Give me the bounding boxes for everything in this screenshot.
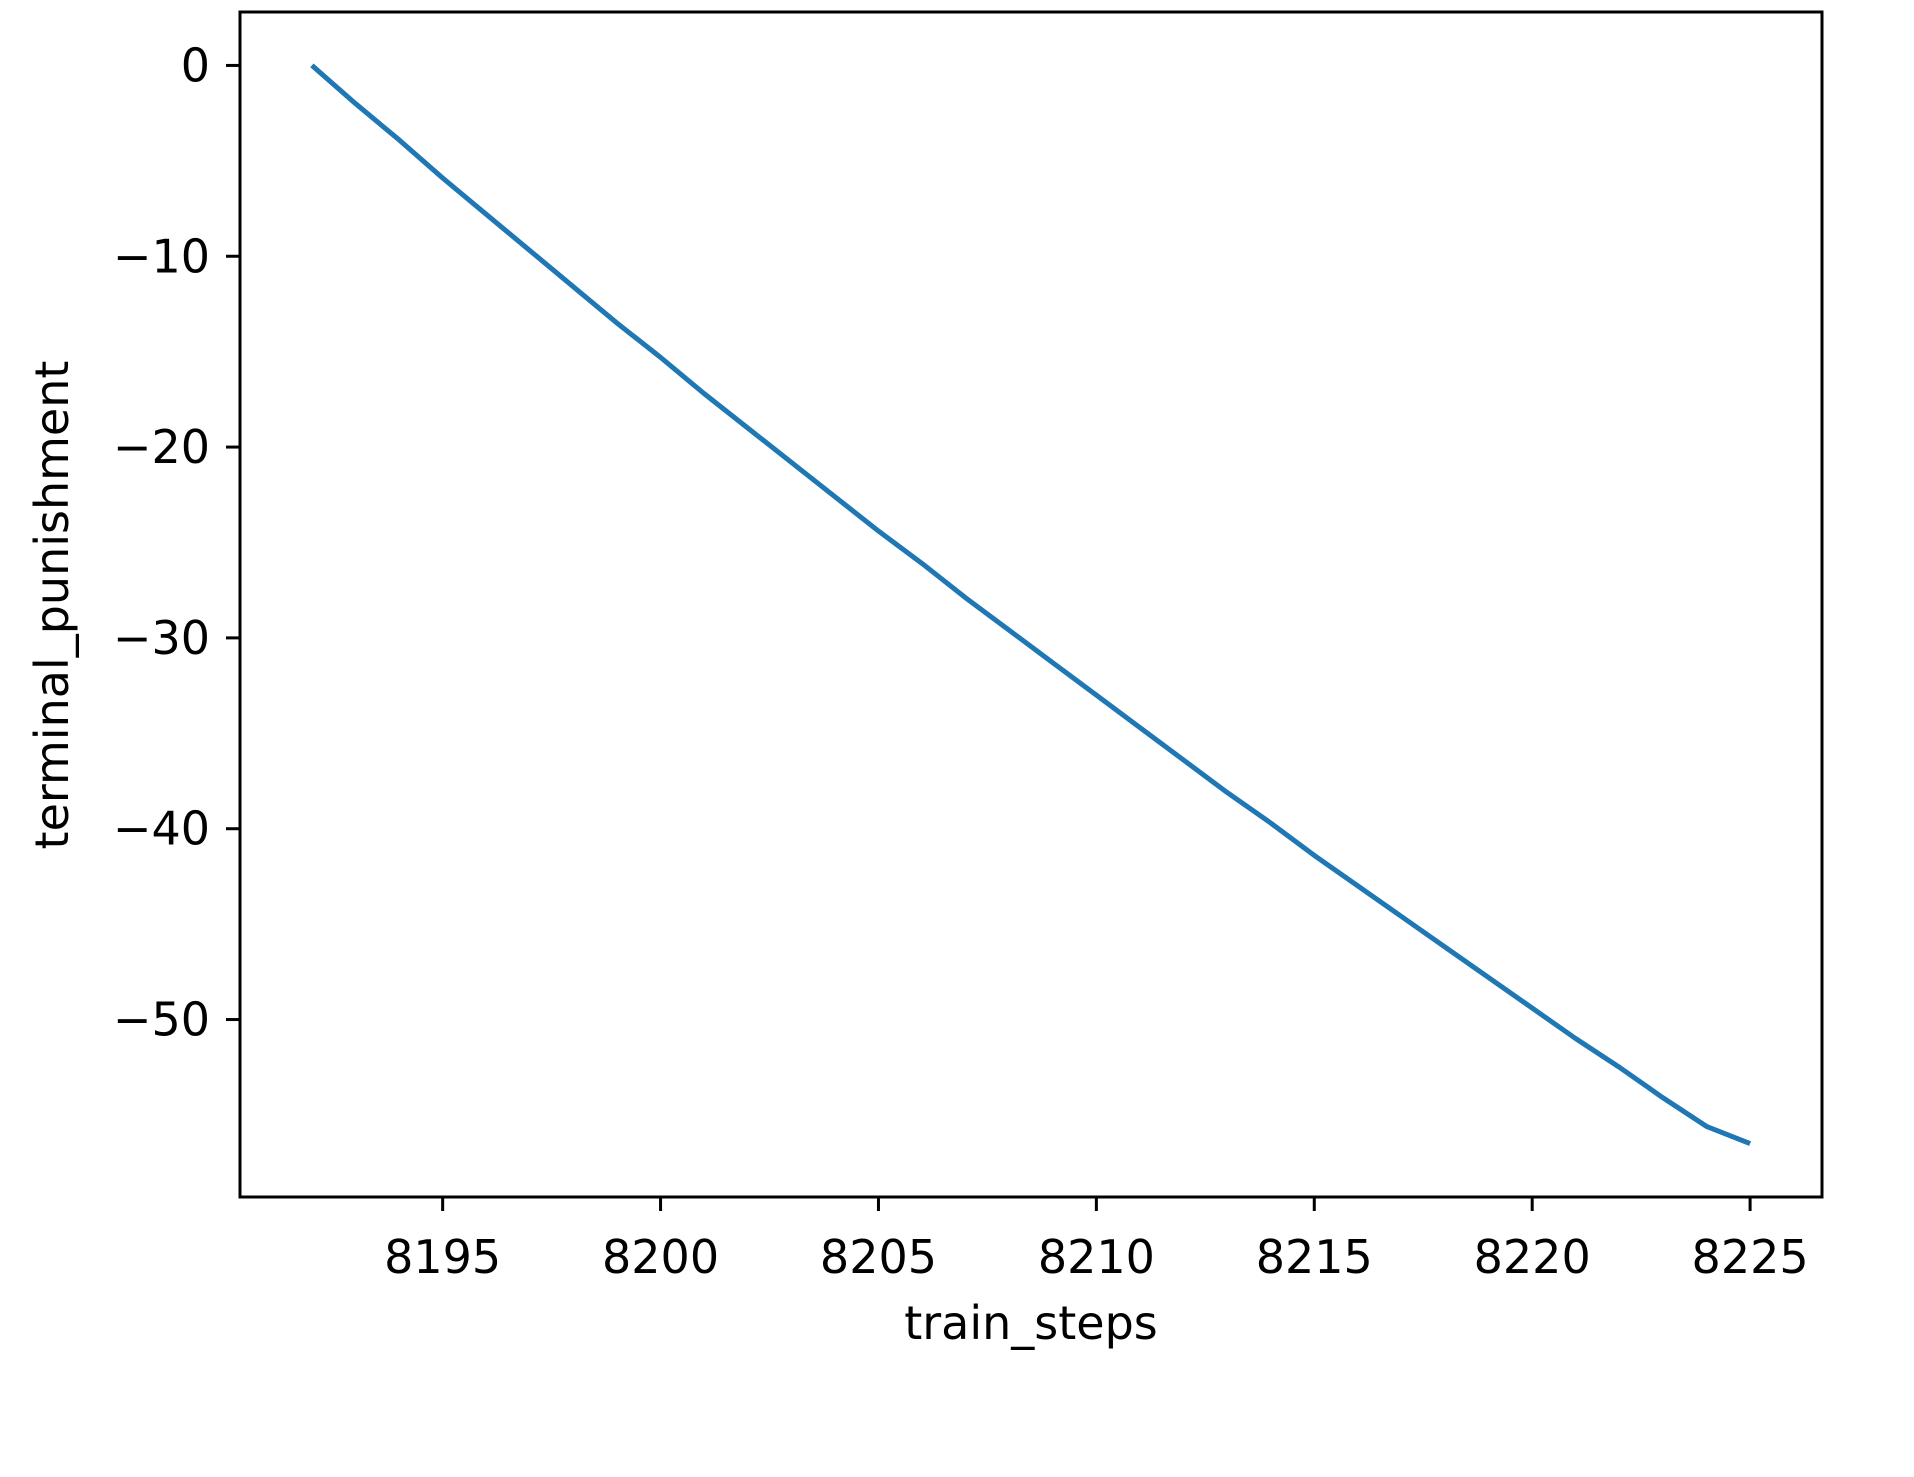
x-tick-label: 8225: [1692, 1230, 1809, 1284]
plot-layer: [310, 63, 1752, 1146]
y-tick-label: 0: [181, 38, 210, 92]
x-axis-label: train_steps: [904, 1296, 1158, 1350]
plot-frame: [238, 10, 1824, 1199]
x-tick-label: 8220: [1474, 1230, 1591, 1284]
x-tick-label: 8215: [1256, 1230, 1373, 1284]
series-line-0: [310, 63, 1752, 1146]
y-tick-label: −20: [113, 420, 210, 474]
y-axis-label: terminal_punishment: [25, 361, 79, 850]
x-axis-ticks: 8195 8200 8205 8210 8215 8220 8225: [384, 1197, 1809, 1284]
y-tick-label: −30: [113, 611, 210, 665]
x-tick-label: 8205: [820, 1230, 937, 1284]
y-tick-label: −10: [113, 229, 210, 283]
y-tick-label: −50: [113, 993, 210, 1047]
y-axis-ticks: 0 −10 −20 −30 −40 −50: [113, 38, 240, 1047]
x-tick-label: 8195: [384, 1230, 501, 1284]
x-tick-label: 8200: [602, 1230, 719, 1284]
x-tick-label: 8210: [1038, 1230, 1155, 1284]
y-tick-label: −40: [113, 802, 210, 856]
